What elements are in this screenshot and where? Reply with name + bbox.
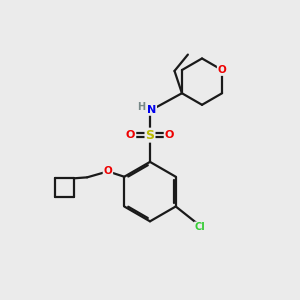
Text: H: H bbox=[138, 103, 146, 112]
Text: S: S bbox=[146, 129, 154, 142]
Text: O: O bbox=[126, 130, 135, 140]
Text: N: N bbox=[147, 105, 156, 115]
Text: O: O bbox=[103, 167, 112, 176]
Text: Cl: Cl bbox=[195, 222, 206, 232]
Text: O: O bbox=[165, 130, 174, 140]
Text: O: O bbox=[218, 65, 226, 75]
